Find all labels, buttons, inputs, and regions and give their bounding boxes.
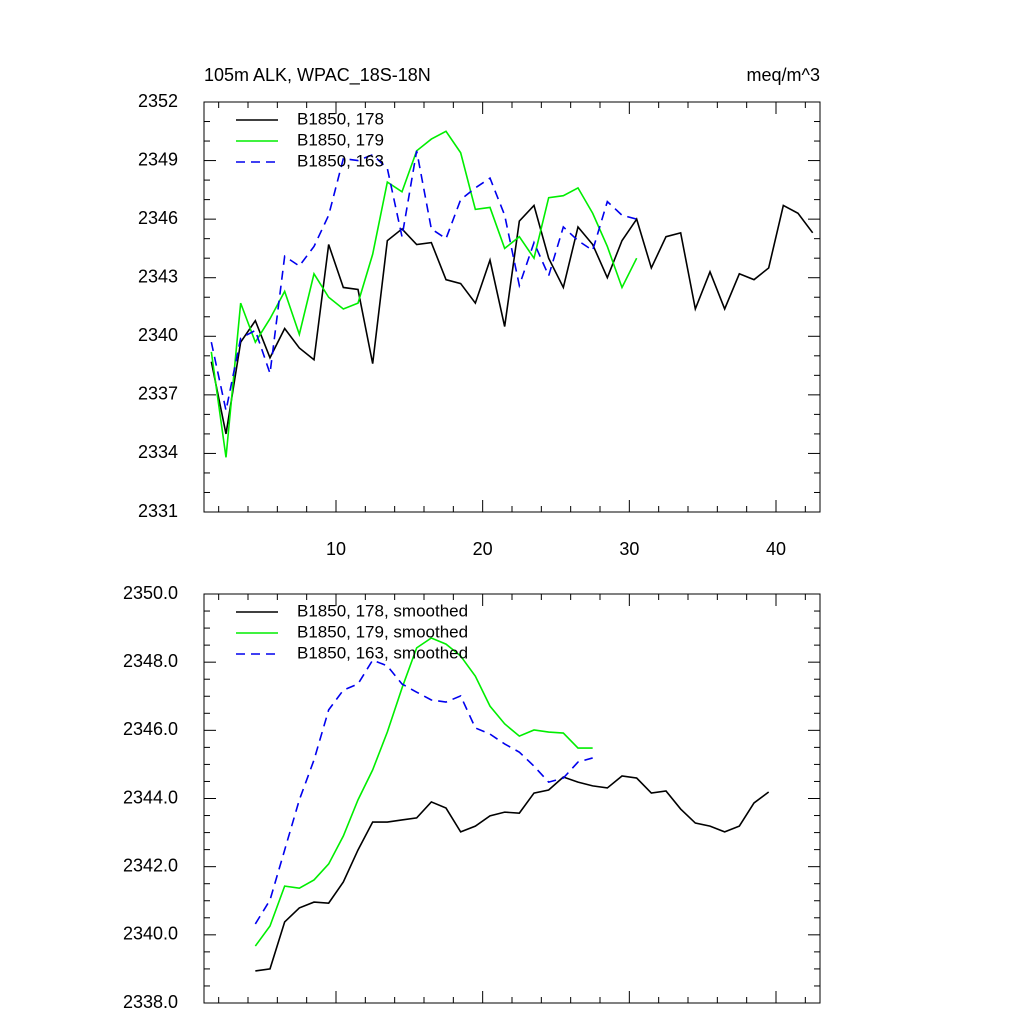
chart-title: 105m ALK, WPAC_18S-18N	[204, 65, 431, 86]
y-tick-label: 2349	[138, 149, 178, 169]
series-line	[254, 637, 593, 947]
series-line	[255, 775, 770, 972]
x-tick-label: 10	[326, 539, 346, 559]
series-line	[254, 659, 593, 925]
x-tick-label: 20	[473, 539, 493, 559]
units-label: meq/m^3	[747, 65, 820, 85]
y-tick-label: 2331	[138, 501, 178, 521]
x-tick-label: 40	[766, 539, 786, 559]
series-line	[210, 203, 814, 435]
y-tick-label: 2348.0	[123, 651, 178, 671]
legend-label: B1850, 179, smoothed	[297, 622, 468, 641]
y-tick-label: 2343	[138, 266, 178, 286]
y-tick-label: 2350.0	[123, 583, 178, 603]
legend-label: B1850, 178	[297, 109, 384, 128]
legend-label: B1850, 178, smoothed	[297, 601, 468, 620]
x-tick-label: 30	[619, 539, 639, 559]
y-tick-label: 2334	[138, 442, 178, 462]
y-tick-label: 2340.0	[123, 924, 178, 944]
y-tick-label: 2346.0	[123, 719, 178, 739]
series-line	[210, 130, 638, 458]
y-tick-label: 2344.0	[123, 787, 178, 807]
y-tick-label: 2337	[138, 384, 178, 404]
y-tick-label: 2340	[138, 325, 178, 345]
y-tick-label: 2346	[138, 208, 178, 228]
y-tick-label: 2352	[138, 91, 178, 111]
legend-label: B1850, 163	[297, 151, 384, 170]
legend-label: B1850, 163, smoothed	[297, 643, 468, 662]
legend-label: B1850, 179	[297, 130, 384, 149]
y-tick-label: 2342.0	[123, 855, 178, 875]
y-tick-label: 2338.0	[123, 992, 178, 1012]
series-line	[210, 150, 637, 411]
